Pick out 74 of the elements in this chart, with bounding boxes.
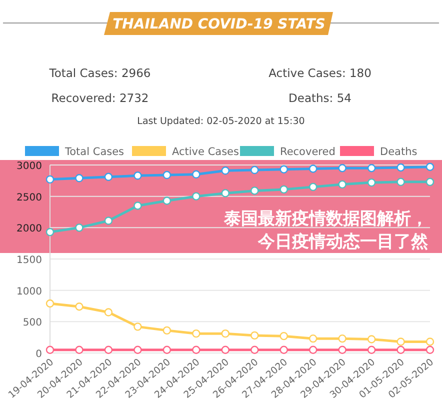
point [104,172,113,182]
point [104,346,113,354]
point [250,186,259,195]
point [396,346,405,354]
point [75,346,84,354]
point [280,332,288,340]
point [367,346,376,354]
point [75,174,84,182]
point [134,346,142,354]
point [46,299,54,308]
y-tick-label: 2000 [16,224,42,235]
point [426,346,434,354]
point [338,334,346,343]
point [308,164,318,173]
point [75,224,84,232]
point [162,346,172,354]
point [426,162,434,171]
y-tick-label: 1500 [16,255,42,266]
point [221,166,230,175]
point [104,308,113,316]
point [221,329,230,338]
point [250,331,259,340]
point [75,302,84,311]
y-tick-label: 1000 [16,286,42,298]
point [250,166,259,174]
point [134,202,142,210]
point [396,338,405,346]
point [367,335,376,344]
chart-title: THAILAND COVID-19 STATS [112,16,326,32]
legend-label: Deaths [380,146,418,158]
point [280,346,288,354]
text: Total Cases: 2966 [48,66,151,80]
point [338,346,346,354]
point [134,322,142,331]
text: 泰国最新疫情数据图解析，今日疫情动态一目了然 [223,209,429,251]
text: Deaths: 54 [288,91,352,105]
legend-label: Recovered [280,146,336,158]
point [338,164,346,172]
point [426,338,434,346]
point [308,346,318,354]
point [162,196,172,205]
point [367,178,376,187]
point [338,180,346,189]
legend-label: Active Cases [172,146,239,158]
point [162,170,172,180]
legend-label: Total Cases [64,146,124,158]
y-tick-label: 3000 [16,161,42,172]
point [221,346,230,354]
point [134,172,142,180]
point [46,175,54,184]
text: Recovered: 2732 [51,91,149,105]
point [162,326,172,335]
y-tick-label: 0 [36,349,42,360]
point [192,346,200,354]
text: Last Updated: 02-05-2020 at 15:30 [137,116,305,127]
y-tick-label: 500 [22,318,42,329]
point [46,346,54,354]
point [308,334,318,343]
point [192,170,200,178]
point [280,185,288,194]
text: Active Cases: 180 [268,66,372,80]
point [104,216,113,225]
point [396,163,405,172]
point [308,182,318,192]
point [192,192,200,200]
point [192,329,200,338]
point [46,228,54,236]
point [280,165,288,174]
y-tick-label: 2500 [16,192,42,204]
point [221,189,230,198]
point [367,164,376,172]
point [250,346,259,354]
point [426,178,434,186]
point [396,178,405,186]
